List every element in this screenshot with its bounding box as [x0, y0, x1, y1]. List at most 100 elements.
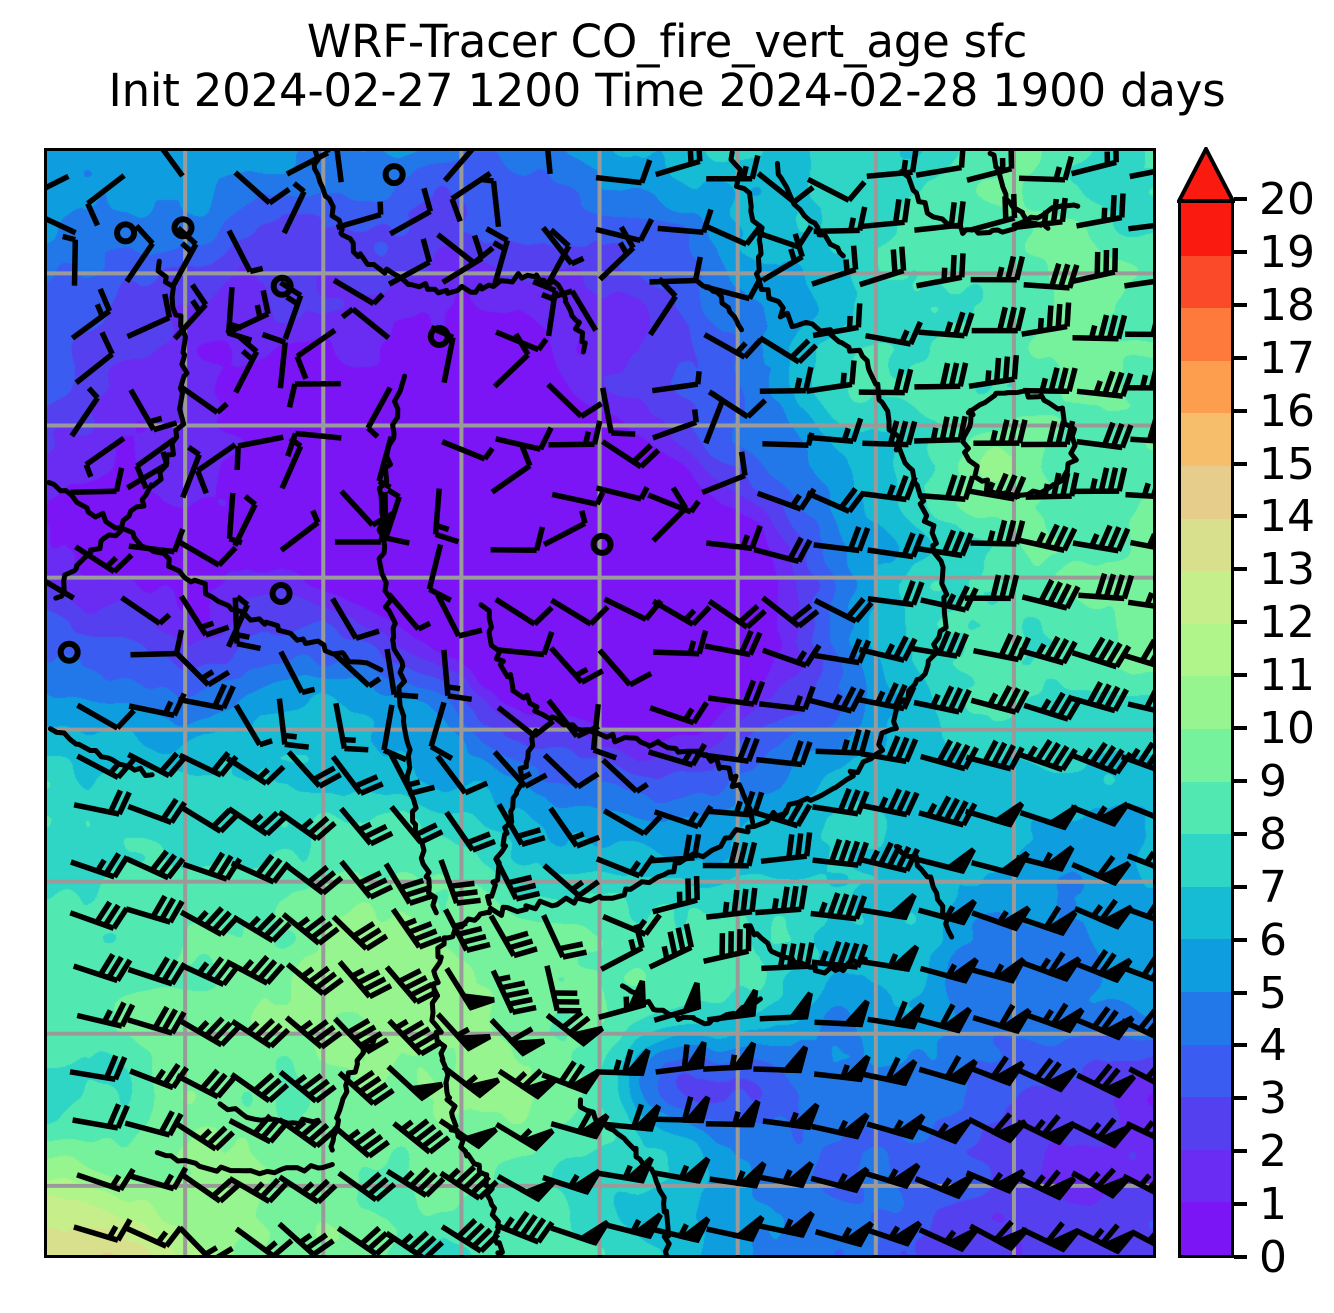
wind-barb — [970, 685, 1030, 715]
wind-barb — [390, 907, 443, 950]
wind-barb-full — [845, 597, 866, 619]
wind-barb — [1025, 472, 1080, 500]
wind-barb-half — [574, 666, 589, 678]
wind-barb — [759, 366, 814, 395]
wind-barb-full — [464, 780, 489, 796]
map-plot-area[interactable] — [44, 148, 1156, 1258]
wind-barb — [1071, 636, 1132, 670]
colorbar-band — [1181, 780, 1231, 835]
colorbar-band — [1181, 1043, 1231, 1098]
wind-barb-full — [855, 841, 869, 867]
wind-barb-half — [782, 1168, 793, 1184]
wind-barb-full — [1106, 526, 1122, 551]
wind-barb-half — [778, 807, 790, 822]
wind-barb-half — [357, 821, 373, 833]
wind-barb-half — [1095, 805, 1108, 820]
wind-barb — [704, 629, 763, 658]
wind-barb — [648, 833, 702, 864]
wind-barb — [335, 201, 384, 231]
wind-barb-full — [690, 742, 708, 767]
wind-barb-staff — [47, 216, 77, 236]
wind-barb-full — [236, 333, 259, 354]
wind-barb-full — [195, 469, 209, 495]
wind-barb-half — [986, 530, 996, 545]
wind-barb-full — [747, 631, 763, 656]
wind-barb — [179, 906, 240, 937]
wind-barb-half — [989, 429, 999, 444]
colorbar-tick-mark — [1234, 197, 1247, 201]
wind-barb-full — [1095, 683, 1112, 708]
wind-barb — [753, 536, 813, 565]
wind-barb-full — [840, 686, 857, 710]
wind-barb — [330, 754, 384, 796]
wind-barb — [485, 226, 511, 286]
wind-barb-full — [1147, 1180, 1153, 1191]
wind-barb-full — [456, 1218, 478, 1239]
wind-barb-full — [541, 630, 555, 656]
wind-barb — [76, 702, 136, 731]
wind-barb-half — [1146, 533, 1153, 548]
wind-barb-full — [633, 924, 645, 949]
wind-barb — [83, 436, 126, 478]
colorbar[interactable]: 0 1 2 3 4 5 6 7 8 9 10 11 12 13 14 15 16 17 18 19 20 — [1177, 147, 1315, 1280]
wind-barb-full — [954, 585, 970, 610]
wind-barb — [918, 795, 978, 828]
wind-barb-full — [456, 897, 481, 906]
wind-barb-half — [377, 201, 384, 215]
wind-barb-staff — [295, 430, 342, 441]
wind-barb — [911, 630, 970, 659]
wind-barb-full — [407, 1118, 430, 1138]
wind-barb — [333, 702, 369, 753]
wind-barb-full — [103, 852, 122, 876]
wind-barb-pennant — [1040, 1120, 1077, 1146]
wind-barb — [334, 518, 390, 545]
wind-barb-half — [691, 409, 699, 423]
wind-barb — [492, 332, 531, 389]
wind-barb-full — [950, 254, 957, 280]
wind-barb — [496, 705, 556, 739]
wind-barb — [228, 1113, 289, 1145]
coastline-path — [486, 151, 950, 918]
wind-barb-full — [371, 1088, 395, 1107]
wind-barb-full — [936, 630, 952, 655]
wind-barb-pennant — [734, 988, 759, 1020]
wind-barb-pennant — [678, 1156, 711, 1184]
wind-barb-full — [359, 781, 384, 796]
wind-barb — [703, 332, 764, 360]
wind-barb-calm-icon — [590, 532, 614, 556]
wind-barb-full — [1008, 574, 1020, 600]
wind-barb-full — [747, 276, 764, 300]
wind-barb-full — [1099, 898, 1118, 922]
wind-barb — [762, 432, 815, 449]
wind-barb-full — [1093, 1063, 1113, 1086]
wind-barb-full — [312, 765, 336, 782]
wind-barb-half — [417, 620, 432, 632]
wind-barb-full — [362, 976, 387, 993]
wind-barb-full — [999, 744, 1016, 768]
wind-barb-full — [369, 830, 394, 847]
wind-barb — [813, 206, 868, 235]
colorbar-band — [1181, 203, 1231, 256]
wind-barb-full — [786, 943, 797, 968]
wind-barb — [387, 1018, 444, 1057]
wind-barb-full — [424, 1240, 445, 1255]
wind-barb — [602, 913, 662, 937]
wind-barb-full — [421, 187, 434, 213]
wind-barb — [915, 151, 966, 178]
wind-barb-full — [500, 980, 526, 991]
wind-barb-half — [1141, 482, 1151, 497]
wind-barb-full — [790, 603, 813, 623]
wind-barb-full — [268, 1121, 289, 1144]
wind-barb — [753, 1045, 809, 1074]
wind-barb-full — [260, 1117, 281, 1140]
wind-barb-half — [236, 632, 250, 640]
wind-barb-staff — [178, 383, 219, 415]
wind-barb-full — [106, 1103, 122, 1128]
wind-barb — [532, 279, 559, 337]
wind-barb-half — [62, 233, 76, 243]
wind-barb-full — [696, 629, 709, 655]
wind-barb — [495, 426, 554, 452]
wind-barb — [493, 856, 541, 902]
wind-barb-staff — [381, 704, 395, 751]
coastline-path — [429, 909, 505, 1255]
